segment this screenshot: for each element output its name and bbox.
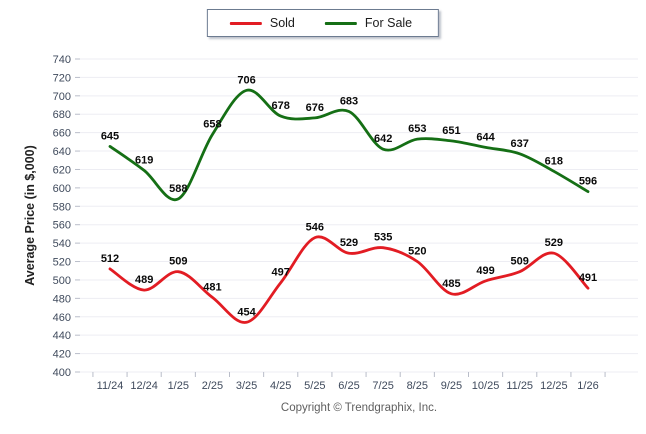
y-tick-label: 440 [53,330,71,342]
data-label: 651 [442,125,460,137]
x-tick-label: 10/25 [472,380,500,392]
y-tick-label: 660 [53,128,71,140]
data-label: 454 [237,306,256,318]
x-tick-label: 12/25 [540,380,568,392]
y-tick-label: 600 [53,183,71,195]
x-tick-label: 9/25 [441,380,462,392]
data-label: 653 [408,123,426,135]
y-tick-label: 720 [53,72,71,84]
data-label: 678 [272,100,290,112]
y-tick-label: 740 [53,54,71,66]
x-tick-label: 8/25 [407,380,428,392]
data-label: 642 [374,133,392,145]
y-tick-label: 500 [53,275,71,287]
data-label: 485 [442,278,460,290]
y-tick-label: 640 [53,146,71,158]
data-label: 676 [306,102,324,114]
data-label: 658 [203,118,221,130]
legend-label-for-sale: For Sale [364,16,413,30]
y-tick-label: 560 [53,220,71,232]
data-label: 497 [272,267,290,279]
data-label: 637 [511,138,529,150]
sold-line-swatch [229,21,262,25]
x-tick-label: 11/25 [506,380,533,392]
copyright-text: Copyright © Trendgraphix, Inc. [280,402,438,414]
data-label: 512 [101,253,119,265]
x-tick-label: 6/25 [338,380,359,392]
x-tick-label: 11/24 [97,380,124,392]
x-tick-label: 12/24 [130,380,158,392]
y-tick-label: 400 [53,367,71,379]
data-label: 644 [476,131,495,143]
for-sale-line-swatch [324,21,357,25]
y-tick-label: 680 [53,109,71,121]
data-label: 481 [203,281,221,293]
y-tick-label: 480 [53,293,71,305]
legend-item-for-sale: For Sale [324,16,413,30]
data-label: 529 [545,237,563,249]
data-label: 499 [476,265,494,277]
x-tick-label: 1/25 [168,380,189,392]
data-label: 529 [340,237,358,249]
data-label: 596 [579,176,597,188]
data-label: 509 [511,256,529,268]
data-label: 588 [169,183,187,195]
y-tick-label: 620 [53,164,71,176]
data-label: 489 [135,274,153,286]
x-tick-label: 4/25 [270,380,291,392]
y-tick-label: 580 [53,201,71,213]
x-tick-label: 2/25 [202,380,223,392]
data-label: 618 [545,155,563,167]
series-path-for-sale [108,88,590,202]
data-label: 491 [579,272,597,284]
x-tick-label: 7/25 [372,380,393,392]
y-tick-label: 520 [53,257,71,269]
x-tick-label: 1/26 [577,380,598,392]
series-path-sold [108,235,590,324]
data-label: 520 [408,246,426,258]
x-tick-label: 3/25 [236,380,257,392]
y-tick-label: 460 [53,312,71,324]
data-label: 706 [237,74,255,86]
legend-label-sold: Sold [269,16,295,30]
data-label: 535 [374,232,392,244]
data-label: 645 [101,130,119,142]
data-label: 546 [306,222,324,234]
y-tick-label: 540 [53,238,71,250]
y-axis-title: Average Price (in $,000) [23,145,37,286]
y-tick-label: 700 [53,91,71,103]
x-tick-label: 5/25 [304,380,325,392]
data-label: 683 [340,95,358,107]
legend-item-sold: Sold [229,16,295,30]
data-label: 509 [169,256,187,268]
y-tick-label: 420 [53,349,71,361]
legend: Sold For Sale [206,9,440,37]
data-label: 619 [135,154,153,166]
